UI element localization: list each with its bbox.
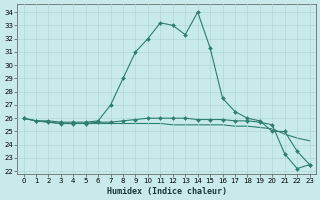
X-axis label: Humidex (Indice chaleur): Humidex (Indice chaleur) bbox=[107, 187, 227, 196]
